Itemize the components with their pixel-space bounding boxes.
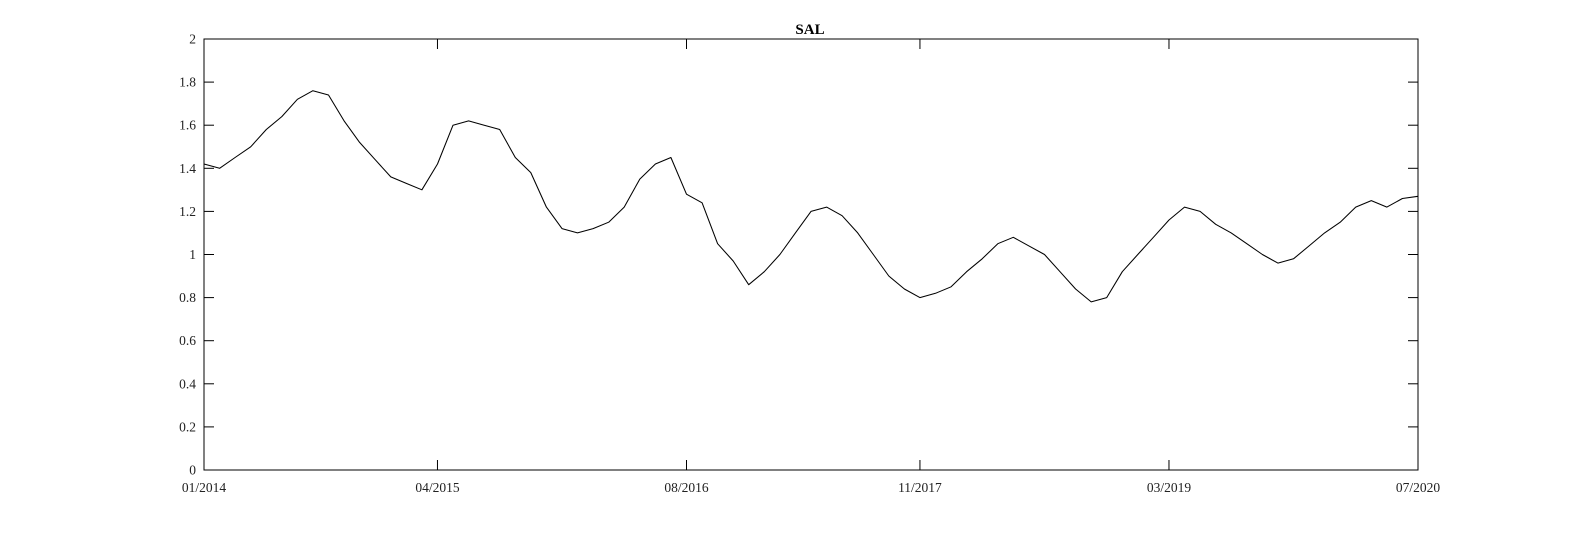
x-tick-label: 01/2014	[182, 480, 227, 495]
x-tick-label: 07/2020	[1396, 480, 1441, 495]
plot-area-frame	[203, 38, 1419, 471]
y-tick-label: 0	[189, 463, 196, 478]
x-axis: 01/2014 04/2015 08/2016 11/2017 03/2019 07/20…	[182, 39, 1441, 495]
y-tick-label: 1.6	[179, 118, 196, 133]
y-tick-label: 0.8	[179, 290, 196, 305]
y-tick-label: 1	[189, 247, 196, 262]
y-axis: 0 0.2 0.4 0.6 0.8 1 1.2 1.4 1.6 1.8 2	[179, 32, 1418, 478]
x-tick-label: 08/2016	[664, 480, 709, 495]
x-tick-label: 11/2017	[898, 480, 942, 495]
x-tick-label: 03/2019	[1147, 480, 1192, 495]
y-tick-label: 0.4	[179, 376, 196, 391]
y-tick-label: 0.2	[179, 419, 196, 434]
chart-title: SAL	[795, 22, 824, 38]
series-line	[203, 90, 1419, 303]
x-tick-label: 04/2015	[415, 480, 460, 495]
y-tick-label: 0.6	[179, 333, 196, 348]
y-tick-label: 1.8	[179, 75, 196, 90]
y-tick-label: 2	[189, 32, 196, 47]
y-tick-label: 1.2	[179, 204, 196, 219]
y-tick-label: 1.4	[179, 161, 196, 176]
